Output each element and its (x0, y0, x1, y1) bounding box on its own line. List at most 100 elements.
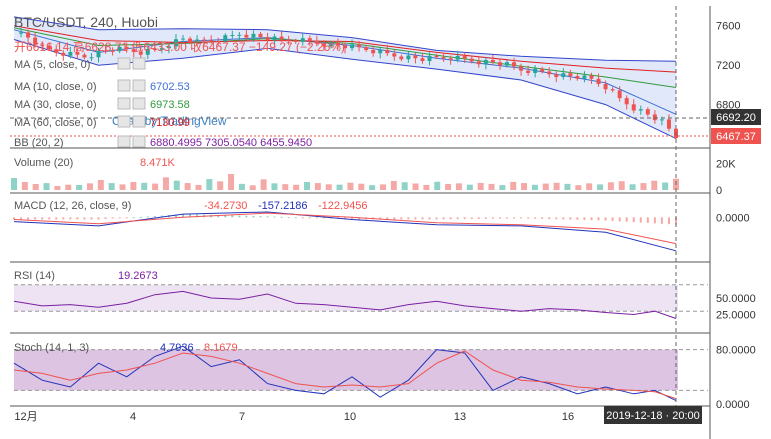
candle-body (350, 44, 355, 49)
macd-histogram-bar (189, 214, 192, 218)
settings-icon[interactable] (117, 135, 131, 148)
candle-body (490, 59, 495, 63)
macd-histogram-bar (513, 217, 516, 219)
macd-histogram-bar (379, 217, 382, 220)
macd-histogram-bar (174, 214, 177, 218)
volume-bar (499, 185, 506, 190)
macd-histogram-bar (69, 217, 72, 220)
candle-body (33, 37, 38, 45)
indicator-label[interactable]: MA (10, close, 0) (14, 81, 97, 93)
macd-histogram-bar (20, 217, 23, 220)
time-tick-label: 10 (344, 411, 356, 423)
candle-body (110, 50, 115, 52)
time-tick-label: 13 (454, 411, 466, 423)
candle-body (159, 48, 164, 50)
volume-bar (314, 183, 321, 190)
candle-body (533, 68, 538, 73)
indicator-legend[interactable]: MA (5, close, 0) MA (10, close, 0) 6702.53… (14, 57, 312, 149)
last-price-tag (711, 128, 761, 144)
volume-bar (597, 184, 604, 190)
volume-bar (130, 182, 137, 190)
volume-tick-label: 0 (716, 185, 722, 197)
volume-bar (521, 183, 528, 190)
candle-body (603, 83, 608, 90)
macd-tick-label: 0.0000 (716, 212, 750, 224)
volume-bar (325, 184, 332, 190)
candle-body (645, 109, 650, 115)
volume-bar (488, 183, 495, 190)
volume-bar (271, 183, 278, 190)
candle-body (547, 71, 552, 75)
macd-histogram-bar (139, 216, 142, 218)
macd-histogram-bar (541, 217, 544, 219)
macd-histogram-bar (477, 217, 480, 219)
candle-body (181, 38, 186, 40)
candle-body (624, 98, 629, 105)
volume-bar (651, 180, 658, 190)
indicator-label[interactable]: MA (60, close, 0) (14, 117, 97, 129)
candle-body (47, 45, 52, 50)
macd-histogram-bar (660, 217, 663, 224)
macd-histogram-bar (125, 217, 128, 219)
macd-histogram-bar (238, 215, 241, 218)
macd-histogram-bar (639, 217, 642, 223)
macd-histogram-bar (153, 215, 156, 218)
indicator-value: 7130.99 (150, 117, 190, 129)
macd-histogram-bar (344, 217, 346, 220)
candle-body (568, 73, 573, 77)
price-tick-label: 7200 (716, 60, 740, 72)
settings-icon[interactable] (117, 79, 131, 92)
macd-signal-line (13, 212, 677, 245)
volume-bar (662, 182, 669, 190)
volume-bar (195, 184, 202, 190)
settings-icon[interactable] (117, 57, 131, 70)
settings-icon[interactable] (117, 97, 131, 110)
macd-histogram-bar (322, 217, 325, 219)
macd-histogram-bar (259, 216, 262, 218)
volume-bar (260, 179, 267, 190)
volume-bar (152, 183, 159, 190)
macd-histogram-bar (97, 217, 100, 220)
macd-histogram-bar (146, 216, 149, 218)
candle-body (469, 58, 474, 62)
volume-bar (564, 183, 571, 190)
stoch-title: Stoch (14, 1, 3) (14, 342, 89, 354)
macd-histogram-bar (118, 217, 121, 219)
crosshair-price-tag (711, 109, 761, 125)
macd-histogram-bar (294, 217, 297, 219)
candle-body (216, 41, 221, 43)
candle-body (434, 55, 439, 58)
macd-histogram-bar (428, 217, 431, 220)
close-icon[interactable] (132, 57, 146, 70)
chart-title: BTC/USDT, 240, Huobi (14, 14, 158, 30)
close-icon[interactable] (132, 115, 146, 128)
candle-body (152, 49, 157, 51)
close-icon[interactable] (132, 135, 146, 148)
macd-histogram-bar (132, 217, 135, 219)
close-icon[interactable] (132, 97, 146, 110)
indicator-label[interactable]: BB (20, 2) (14, 137, 64, 149)
stoch-d-line (13, 350, 677, 400)
macd-histogram-bar (48, 217, 51, 220)
macd-histogram-bar (27, 217, 30, 220)
candle-body (293, 40, 298, 42)
indicator-label[interactable]: MA (5, close, 0) (14, 59, 90, 71)
candle-body (378, 49, 383, 54)
macd-histogram-bar (41, 217, 44, 220)
close-icon[interactable] (132, 79, 146, 92)
macd-title: MACD (12, 26, close, 9) (14, 200, 131, 212)
price-tick-label: 7600 (716, 21, 740, 33)
candle-body (519, 66, 524, 71)
time-tick-label: 16 (562, 411, 574, 423)
rsi-tick-label: 25.0000 (716, 310, 756, 322)
settings-icon[interactable] (117, 115, 131, 128)
volume-title: Volume (20) (14, 157, 73, 169)
indicator-label[interactable]: MA (30, close, 0) (14, 99, 97, 111)
stoch-d-value: 8.1679 (204, 342, 238, 354)
volume-bar (97, 180, 104, 190)
macd-histogram-bar (160, 215, 163, 218)
candle-body (244, 34, 249, 38)
macd-histogram-bar (273, 216, 276, 218)
